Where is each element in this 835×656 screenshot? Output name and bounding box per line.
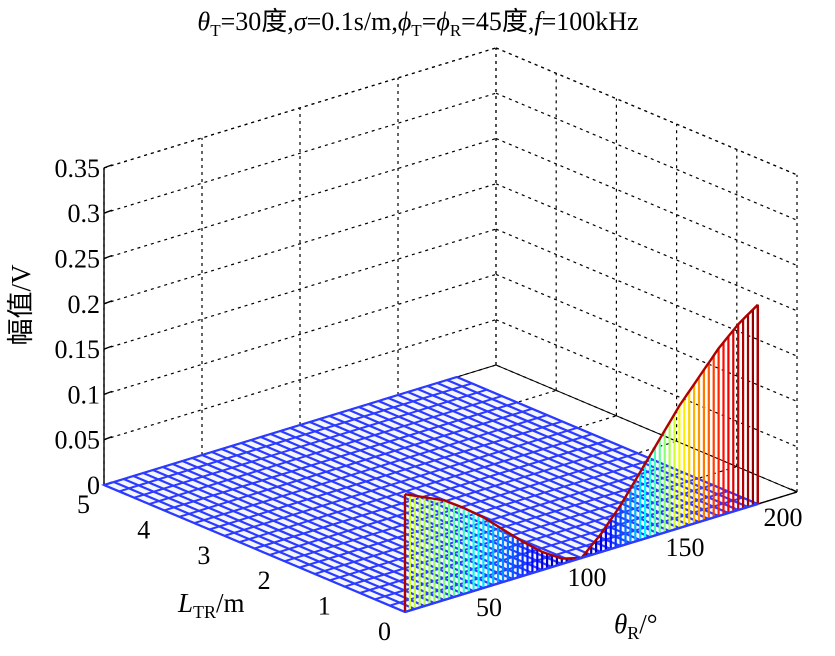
box-edge [495,364,798,493]
mesh-line-L [239,433,593,544]
mesh-line-L [133,388,488,499]
ridge-base [404,502,759,614]
y-tick-label: 5 [77,490,90,519]
mesh-line-L [329,471,683,582]
y-tick-label: 4 [137,515,150,544]
mesh-line-L [194,414,548,525]
mesh-line-L [118,382,473,493]
x-tick-label: 100 [568,563,607,592]
gridline-z-side [495,273,798,402]
x-tick-mark [790,488,798,493]
z-tick-label: 0.35 [55,154,101,183]
y-tick-label: 1 [318,592,331,621]
surface-mesh [101,303,761,614]
x-tick-label: 200 [764,503,803,532]
z-tick-mark [103,164,113,169]
z-tick-label: 0.25 [55,245,101,274]
y-axis-label: LTR/m [177,588,245,622]
z-tick-label: 0 [87,471,100,500]
gridline-z-back [103,183,497,305]
box-edge [103,47,497,169]
z-tick-mark [103,390,113,396]
y-tick-label: 0 [378,617,391,646]
z-tick-label: 0.15 [55,335,101,364]
z-axis-label: 幅值/V [6,264,36,346]
mesh-line-L [148,395,503,506]
z-tick-mark [103,345,113,350]
tick-labels: 0 0.05 0.1 0.15 0.2 0.25 0.3 0.35 50 100 150 200 0 1 2… [55,154,803,646]
z-tick-label: 0.3 [68,199,101,228]
gridline-z-back [103,273,497,395]
mesh-line-L [163,401,518,512]
mesh-line-L [224,426,578,537]
gridline-z-side [495,319,798,448]
x-tick-label: 150 [666,533,705,562]
gridline-z-side [495,92,798,221]
gridline-z-back [103,92,497,214]
x-axis-label: θR/° [614,609,658,643]
gridline-z-side [495,228,798,357]
z-tick-label: 0.05 [55,426,101,455]
z-tick-mark [103,254,113,260]
mesh-line-L [314,464,668,575]
x-tick-label: 50 [476,593,502,622]
z-tick-mark [103,300,113,305]
y-tick-label: 2 [258,566,271,595]
chart-title: θT=30度,σ=0.1s/m,ϕT=ϕR=45度,f=100kHz [197,7,638,40]
z-tick-label: 0.2 [68,290,101,319]
mesh-line-L [103,376,458,486]
mesh-line-L [209,420,563,531]
gridline-z-back [103,319,497,441]
mesh-line-L [254,439,608,550]
z-tick-mark [103,436,113,441]
z-tick-mark [103,209,113,214]
gridline-z-side [495,137,798,267]
mesh-line-L [179,407,533,518]
y-tick-label: 3 [197,541,210,570]
box-edge [495,47,798,176]
gridline-z-side [495,183,798,312]
z-tick-label: 0.1 [68,380,101,409]
mesh-line-L [344,477,698,588]
